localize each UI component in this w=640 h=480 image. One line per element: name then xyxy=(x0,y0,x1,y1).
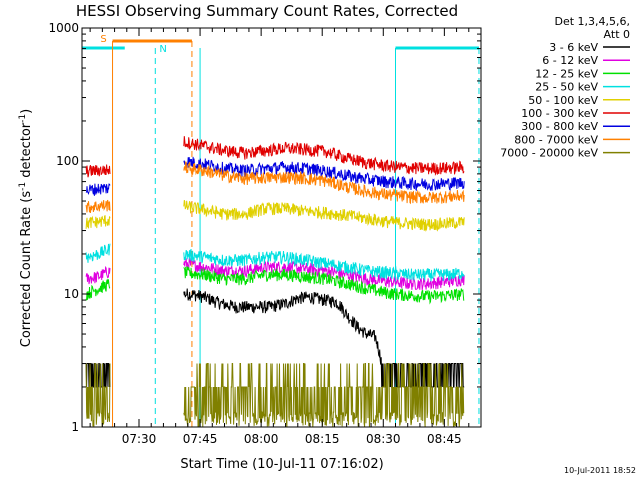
saa-label: S xyxy=(100,34,106,45)
x-axis-label: Start Time (10-Jul-11 07:16:02) xyxy=(180,457,383,472)
series-6 xyxy=(85,156,465,196)
chart-title: HESSI Observing Summary Count Rates, Cor… xyxy=(76,2,458,20)
series-1 xyxy=(85,257,465,291)
y-axis-label-main: Corrected Count Rate (s xyxy=(19,191,34,348)
legend-label-6: 300 - 800 keV xyxy=(521,120,598,133)
series-8-segment-1 xyxy=(183,363,465,428)
legend-header-2: Att 0 xyxy=(604,28,630,41)
series-6-segment-0 xyxy=(85,183,111,196)
night-label: N xyxy=(159,44,166,55)
legend-label-3: 25 - 50 keV xyxy=(535,81,598,94)
series-7-segment-0 xyxy=(85,199,111,213)
x-tick-label-5: 08:45 xyxy=(427,432,462,446)
y-tick-label-3: 1000 xyxy=(48,21,79,35)
legend-label-0: 3 - 6 keV xyxy=(549,41,598,54)
series-4 xyxy=(85,200,465,233)
x-tick-label-2: 08:00 xyxy=(244,432,279,446)
series-3-segment-0 xyxy=(85,243,111,263)
series-5 xyxy=(85,136,465,178)
y-axis-label-sup1: -1 xyxy=(18,182,28,191)
y-tick-label-1: 10 xyxy=(64,287,79,301)
x-tick-label-4: 08:30 xyxy=(366,432,401,446)
series-6-segment-1 xyxy=(183,156,465,192)
y-tick-label-2: 100 xyxy=(56,154,79,168)
y-axis-label-end: ) xyxy=(19,109,34,114)
x-tick-label-3: 08:15 xyxy=(305,432,340,446)
y-tick-label-0: 1 xyxy=(71,420,79,434)
series-8-segment-0 xyxy=(85,363,111,427)
series-8 xyxy=(85,363,465,428)
series-3 xyxy=(85,243,465,282)
y-axis-label: Corrected Count Rate (s-1 detector-1) xyxy=(18,109,34,347)
series-5-segment-0 xyxy=(85,164,111,178)
series-group xyxy=(85,136,465,428)
legend-label-8: 7000 - 20000 keV xyxy=(500,147,598,160)
legend-label-5: 100 - 300 keV xyxy=(521,107,598,120)
legend-label-4: 50 - 100 keV xyxy=(528,94,598,107)
plot-frame xyxy=(81,27,482,428)
series-2 xyxy=(85,265,465,305)
series-1-segment-1 xyxy=(183,257,465,291)
y-axis-label-sup2: -1 xyxy=(18,114,28,123)
series-3-segment-1 xyxy=(183,248,465,282)
legend-label-2: 12 - 25 keV xyxy=(535,67,598,80)
footer-timestamp: 10-Jul-2011 18:52 xyxy=(564,466,636,475)
legend-header-1: Det 1,3,4,5,6, xyxy=(554,15,630,28)
series-7 xyxy=(85,161,465,213)
legend-label-7: 800 - 7000 keV xyxy=(514,133,598,146)
series-2-segment-0 xyxy=(85,278,111,301)
series-5-segment-1 xyxy=(183,136,465,176)
series-7-segment-1 xyxy=(183,161,465,205)
axes: 1 10 100 1000 07:30 07:45 08:00 08:15 08:30 08:45 xyxy=(48,21,482,446)
y-axis-label-mid: detector xyxy=(19,122,34,182)
legend-label-1: 6 - 12 keV xyxy=(542,54,598,67)
x-tick-label-1: 07:45 xyxy=(183,432,218,446)
x-tick-label-0: 07:30 xyxy=(122,432,157,446)
series-1-segment-0 xyxy=(85,265,111,285)
series-4-segment-1 xyxy=(183,200,465,233)
series-2-segment-1 xyxy=(183,265,465,305)
series-4-segment-0 xyxy=(85,215,111,229)
